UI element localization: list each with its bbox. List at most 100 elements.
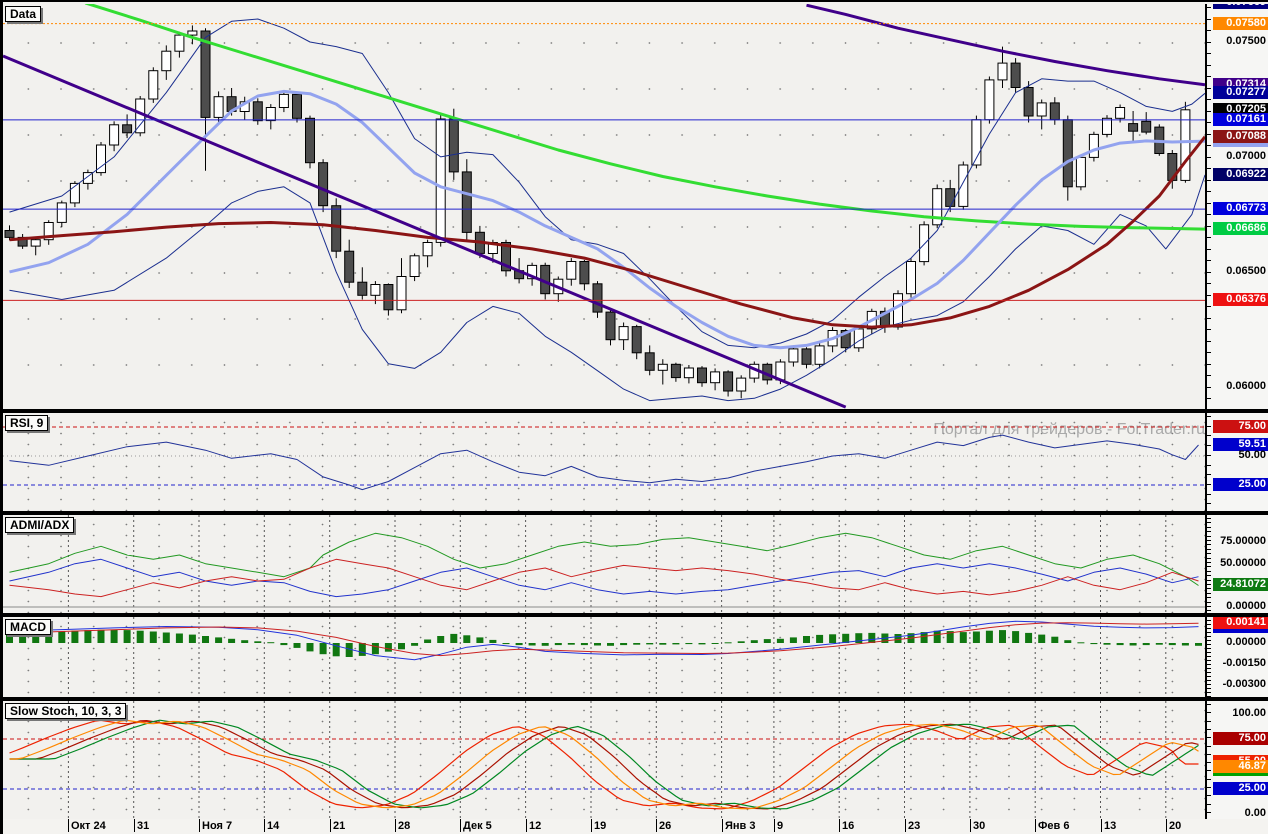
macd-histogram-bar [254, 641, 262, 643]
candle-up [997, 62, 1008, 81]
macd-histogram-bar [1090, 643, 1098, 645]
axis-tick [1207, 636, 1211, 637]
stoch-line-orange [9, 719, 1199, 810]
time-axis-tick [395, 819, 396, 832]
axis-tick [1207, 628, 1211, 629]
watermark: Портал для трейдеров - ForTrader.ru [933, 421, 1205, 438]
macd-plot[interactable] [3, 617, 1205, 697]
axis-tick [1207, 770, 1211, 771]
macd-histogram-bar [607, 643, 614, 646]
rsi-axis[interactable]: 75.00 59.51 50.00 25.00 [1205, 413, 1268, 511]
axis-label: 100.00 [1232, 707, 1266, 719]
axis-tick [1207, 283, 1211, 284]
adx-plot[interactable] [3, 515, 1205, 613]
axis-label: 50.00 [1238, 449, 1266, 461]
time-axis-tick [722, 819, 723, 832]
axis-tick [1207, 295, 1211, 296]
macd-histogram-bar [1051, 636, 1059, 643]
axis-tick [1207, 329, 1211, 330]
axis-label: 0.07000 [1226, 150, 1266, 162]
candle-up [1102, 117, 1112, 135]
candle-down [383, 284, 394, 311]
value-badge: 0.00141 [1213, 617, 1268, 629]
macd-histogram-bar [855, 633, 863, 643]
value-badge: 0.06376 [1213, 293, 1268, 306]
axis-tick [1207, 522, 1211, 523]
adx-axis[interactable]: 75.00000 50.00000 24.81072 0.00000 [1205, 515, 1268, 613]
time-axis-tick [330, 819, 331, 832]
candle-up [56, 202, 67, 223]
axis-tick [1207, 795, 1211, 796]
macd-histogram-bar [1142, 643, 1150, 646]
stochastic-plot[interactable] [3, 701, 1205, 819]
panel-separator[interactable] [0, 697, 1268, 701]
axis-tick [1207, 680, 1211, 681]
axis-tick [1207, 65, 1211, 66]
time-axis-tick [656, 819, 657, 832]
candle-down [723, 371, 734, 392]
value-badge: 46.87 [1213, 760, 1268, 773]
macd-histogram-bar [620, 643, 628, 646]
candle-down [448, 118, 459, 173]
axis-tick [1207, 668, 1211, 669]
axis-tick [1207, 571, 1211, 572]
panel-separator[interactable] [0, 613, 1268, 617]
axis-label: 75.00000 [1220, 535, 1266, 547]
candle-down [605, 311, 616, 341]
macd-line [9, 620, 1199, 661]
price-axis[interactable]: 0.07500 0.07000 0.06500 0.06000 0.07669 0.075… [1205, 4, 1268, 409]
axis-tick [1207, 214, 1211, 215]
price-plot[interactable] [3, 4, 1205, 409]
axis-tick [1207, 549, 1211, 550]
candle-up [30, 239, 41, 247]
axis-tick [1207, 540, 1211, 541]
candle-up [82, 172, 93, 184]
axis-tick [1207, 610, 1211, 611]
macd-histogram-bar [32, 633, 40, 643]
axis-tick [1207, 704, 1211, 705]
macd-histogram-bar [280, 643, 288, 646]
macd-histogram-bar [999, 630, 1006, 643]
macd-histogram-bar [332, 643, 340, 657]
macd-histogram-bar [502, 643, 510, 645]
main-canvas [3, 4, 1205, 409]
time-axis-tick [1101, 819, 1102, 832]
time-axis-label: 12 [529, 820, 542, 832]
candle-down [1141, 120, 1152, 133]
panel-separator[interactable] [0, 409, 1268, 413]
candle-up [1180, 109, 1191, 181]
candle-down [305, 117, 315, 164]
macd-histogram-bar [737, 641, 745, 643]
rsi-plot[interactable]: Портал для трейдеров - ForTrader.ru [3, 413, 1205, 511]
candle-up [932, 188, 943, 226]
candle-up [370, 284, 381, 296]
axis-tick [1207, 553, 1211, 554]
macd-histogram-bar [84, 630, 92, 643]
time-axis-tick [526, 819, 527, 832]
macd-histogram-bar [424, 639, 432, 643]
axis-tick [1207, 644, 1211, 645]
candle-down [1023, 87, 1034, 117]
candle-up [187, 30, 198, 36]
axis-tick [1207, 203, 1211, 204]
axis-tick [1207, 787, 1211, 788]
candle-up [814, 345, 825, 365]
macd-histogram-bar [371, 643, 379, 655]
time-axis[interactable]: Окт 24 31 Ноя 7 14 21 28 Дек 5 12 19 26 Янв 3 9 16 23… [0, 819, 1268, 834]
axis-tick [1207, 99, 1211, 100]
rsi-9 [9, 434, 1199, 491]
macd-histogram-bar [162, 632, 170, 643]
macd-histogram-bar [567, 643, 575, 645]
panel-separator[interactable] [0, 511, 1268, 515]
axis-tick [1207, 692, 1211, 693]
axis-tick [1207, 518, 1211, 519]
candle-down [579, 261, 590, 285]
macd-histogram-bar [541, 643, 549, 646]
candle-down [1062, 119, 1073, 188]
axis-tick [1207, 157, 1211, 158]
candle-up [1075, 156, 1086, 188]
axis-tick [1207, 465, 1211, 466]
axis-tick [1207, 536, 1211, 537]
